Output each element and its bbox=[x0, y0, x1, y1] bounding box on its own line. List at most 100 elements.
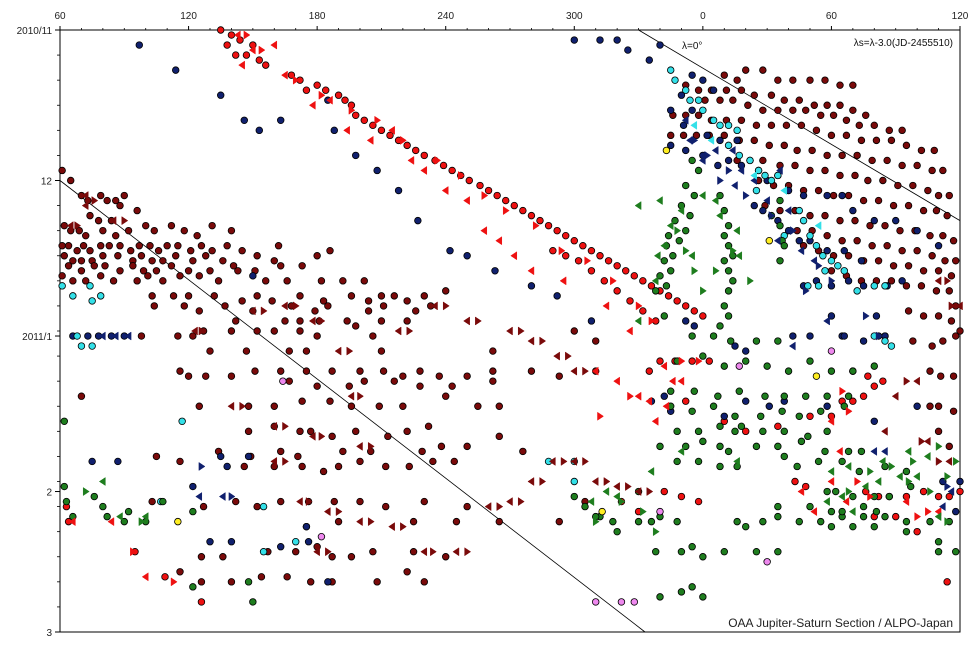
spot-marker-dark_red bbox=[403, 427, 411, 436]
spot-marker-navy bbox=[699, 76, 707, 84]
spot-marker-green bbox=[652, 287, 660, 295]
spot-marker-navy bbox=[570, 36, 578, 44]
edge-marker-right-dark_red bbox=[935, 456, 943, 466]
edge-marker-left-dark_red bbox=[634, 487, 642, 497]
spot-marker-cyan bbox=[709, 116, 718, 124]
spot-marker-navy bbox=[596, 36, 604, 44]
spot-marker-green bbox=[673, 517, 681, 526]
spot-marker-green bbox=[662, 282, 671, 290]
spot-marker-violet bbox=[279, 377, 287, 385]
spot-marker-green bbox=[652, 548, 660, 556]
spot-marker-violet bbox=[827, 347, 836, 355]
spot-marker-dark_red bbox=[109, 277, 118, 285]
spot-marker-navy bbox=[806, 332, 814, 340]
spot-marker-green bbox=[716, 422, 724, 431]
spot-marker-green bbox=[885, 492, 893, 501]
spot-marker-red bbox=[864, 372, 872, 380]
spot-marker-dark_red bbox=[317, 277, 326, 285]
spot-marker-green bbox=[720, 231, 728, 240]
edge-marker-left-navy bbox=[797, 246, 805, 256]
spot-marker-dark_red bbox=[949, 372, 958, 380]
edge-marker-left-navy bbox=[98, 331, 106, 341]
spot-marker-dark_red bbox=[137, 252, 146, 260]
spot-marker-red bbox=[197, 598, 206, 606]
spot-marker-dark_red bbox=[424, 422, 433, 431]
edge-marker-right-dark_red bbox=[517, 326, 525, 336]
spot-marker-dark_red bbox=[898, 161, 906, 170]
x-tick-label: 120 bbox=[952, 11, 969, 22]
spot-marker-green bbox=[742, 357, 750, 365]
spot-marker-dark_red bbox=[759, 156, 767, 165]
edge-marker-left-navy bbox=[124, 331, 132, 341]
edge-marker-right-dark_red bbox=[282, 421, 289, 431]
spot-marker-green bbox=[690, 387, 698, 395]
spot-marker-dark_red bbox=[146, 242, 154, 250]
spot-marker-dark_red bbox=[112, 231, 120, 240]
spot-marker-green bbox=[802, 392, 810, 400]
edge-marker-right-navy bbox=[790, 226, 797, 236]
spot-marker-dark_red bbox=[836, 216, 844, 225]
spot-marker-red bbox=[570, 236, 578, 245]
spot-marker-dark_red bbox=[364, 297, 373, 305]
spot-marker-dark_red bbox=[399, 402, 407, 410]
spot-marker-green bbox=[699, 553, 707, 561]
spot-marker-dark_red bbox=[324, 302, 332, 310]
spot-marker-dark_red bbox=[240, 462, 248, 471]
edge-marker-right-red bbox=[400, 135, 407, 145]
edge-marker-right-navy bbox=[828, 276, 836, 286]
spot-marker-dark_red bbox=[75, 226, 83, 235]
edge-marker-left-red bbox=[662, 401, 670, 411]
edge-marker-right-green bbox=[905, 477, 913, 486]
spot-marker-navy bbox=[223, 462, 231, 471]
spot-marker-green bbox=[675, 236, 683, 245]
spot-marker-navy bbox=[394, 186, 403, 195]
edge-marker-right-green bbox=[712, 266, 720, 276]
edge-marker-left-red bbox=[902, 497, 910, 507]
edge-marker-left-red bbox=[366, 135, 374, 145]
spot-marker-dark_red bbox=[219, 553, 227, 561]
spot-marker-dark_red bbox=[210, 292, 218, 300]
spot-marker-red bbox=[476, 181, 484, 190]
edge-marker-left-navy bbox=[784, 206, 792, 216]
spot-marker-dark_red bbox=[806, 166, 814, 175]
spot-marker-green bbox=[844, 392, 853, 400]
spot-marker-navy bbox=[731, 342, 739, 350]
spot-marker-dark_red bbox=[206, 347, 214, 355]
spot-marker-navy bbox=[956, 477, 964, 486]
spot-marker-dark_red bbox=[197, 242, 206, 250]
spot-marker-dark_red bbox=[360, 277, 368, 285]
spot-marker-dark_red bbox=[311, 307, 319, 315]
spot-marker-green bbox=[720, 302, 728, 310]
spot-marker-yellow bbox=[812, 372, 821, 380]
edge-marker-right-navy bbox=[725, 165, 733, 175]
spot-marker-dark_red bbox=[592, 337, 600, 345]
spot-marker-green bbox=[806, 357, 814, 365]
spot-marker-dark_red bbox=[694, 111, 703, 119]
spot-marker-red bbox=[439, 161, 448, 170]
spot-marker-green bbox=[60, 417, 68, 425]
y-tick-label: 3 bbox=[46, 628, 52, 639]
spot-marker-dark_red bbox=[789, 106, 797, 114]
spot-marker-green bbox=[677, 548, 686, 556]
spot-marker-navy bbox=[789, 332, 797, 340]
spot-marker-red bbox=[806, 412, 814, 420]
edge-marker-right-dark_red bbox=[305, 497, 313, 507]
edge-marker-left-dark_red bbox=[248, 306, 256, 316]
edge-marker-right-green bbox=[944, 472, 952, 481]
spot-marker-dark_red bbox=[174, 242, 182, 250]
spot-marker-green bbox=[827, 522, 836, 531]
spot-marker-red bbox=[262, 61, 270, 69]
spot-marker-dark_red bbox=[99, 226, 107, 235]
spot-marker-navy bbox=[84, 332, 92, 340]
spot-marker-navy bbox=[870, 417, 878, 425]
spot-marker-dark_red bbox=[737, 86, 746, 94]
spot-marker-dark_red bbox=[836, 81, 844, 89]
spot-marker-dark_red bbox=[167, 221, 176, 230]
edge-marker-left-dark_red bbox=[334, 346, 342, 356]
spot-marker-navy bbox=[849, 206, 857, 215]
spot-marker-dark_red bbox=[105, 242, 113, 250]
spot-marker-navy bbox=[840, 247, 848, 255]
spot-marker-green bbox=[934, 538, 943, 546]
edge-marker-left-green bbox=[698, 191, 706, 201]
x-tick-label: 0 bbox=[700, 11, 706, 22]
